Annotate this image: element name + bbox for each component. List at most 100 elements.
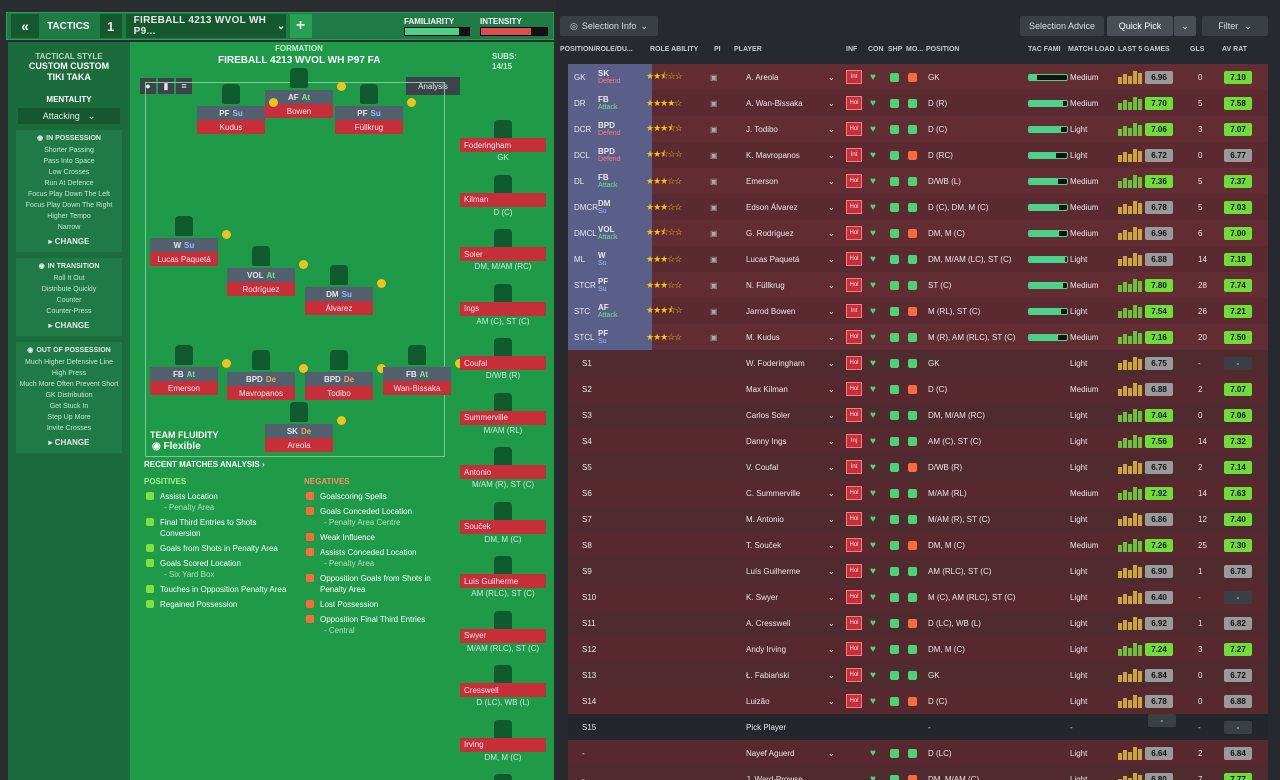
team-fluidity-value[interactable]: ◉ Flexible	[152, 441, 201, 452]
player-shirt-icon[interactable]	[175, 216, 193, 236]
mentality-dropdown[interactable]: Attacking ⌄	[18, 108, 120, 124]
player-name[interactable]: Emerson	[746, 176, 779, 186]
player-name[interactable]: T. Souček	[746, 540, 782, 550]
pi-icon[interactable]: ▣	[710, 150, 718, 160]
sub-card[interactable]: Antonio M/AM (R), ST (C)	[460, 465, 546, 489]
sub-card[interactable]: Cresswell D (LC), WB (L)	[460, 683, 546, 707]
player-name[interactable]: M. Kudus	[746, 332, 780, 342]
player-name[interactable]: V. Coufal	[746, 462, 779, 472]
formation-name[interactable]: FIREBALL 4213 WVOL WH P97 FA	[218, 55, 381, 66]
table-row[interactable]: DR FB Attack ★★★★☆ ▣ A. Wan-Bissaka ⌄ Hol ♥ D (R)…	[568, 90, 1268, 116]
player-shirt-icon[interactable]	[290, 402, 308, 422]
table-row[interactable]: S15 Pick Player - - - - -	[568, 714, 1268, 740]
table-row[interactable]: S13 Ł. Fabiański ⌄ Hol ♥ GK Light 6.84 0 6.72	[568, 662, 1268, 688]
table-row[interactable]: - Nayef Aguerd ⌄ ♥ D (LC) Light 6.64 2 6.84	[568, 740, 1268, 766]
table-row[interactable]: S8 T. Souček ⌄ Hol ♥ DM, M (C) Medium 7.26 25 7.3…	[568, 532, 1268, 558]
player-name[interactable]: J. Todibo	[746, 124, 778, 134]
tactical-style-line2[interactable]: TIKI TAKA	[47, 72, 91, 82]
position-cell[interactable]: DMCL VOL Attack	[568, 220, 652, 246]
table-row[interactable]: STCR PF Su ★★★☆☆ ▣ N. Füllkrug ⌄ Hol ♥ ST (C) Medi…	[568, 272, 1268, 298]
position-cell[interactable]: STC AF Attack	[568, 298, 652, 324]
recent-matches-title[interactable]: RECENT MATCHES ANALYSIS ›	[144, 460, 265, 469]
player-card[interactable]: FB At Emerson	[150, 367, 218, 395]
column-header[interactable]: POSITION/ROLE/DU...	[560, 46, 633, 53]
player-shirt-icon[interactable]	[252, 246, 270, 266]
pi-icon[interactable]: ▣	[710, 332, 718, 342]
player-name[interactable]: W. Foderingham	[746, 358, 805, 368]
player-card[interactable]: AF At Bowen	[265, 90, 333, 118]
player-name[interactable]: Luís Guilherme	[746, 566, 801, 576]
pi-icon[interactable]: ▣	[710, 124, 718, 134]
pi-icon[interactable]: ▣	[710, 228, 718, 238]
player-name[interactable]: K. Swyer	[746, 592, 779, 602]
player-name[interactable]: J. Ward-Prowse	[746, 774, 803, 780]
pi-icon[interactable]: ▣	[710, 176, 718, 186]
sub-card[interactable]: Summerville M/AM (RL)	[460, 410, 546, 435]
pi-icon[interactable]: ▣	[710, 202, 718, 212]
player-name[interactable]: A. Wan-Bissaka	[746, 98, 803, 108]
table-row[interactable]: ML W Su ★★★☆☆ ▣ Lucas Paquetá ⌄ Hol ♥ DM, M/AM (L…	[568, 246, 1268, 272]
column-header[interactable]: TAC FAMI	[1028, 46, 1061, 53]
table-row[interactable]: S5 V. Coufal ⌄ Int ♥ D/WB (R) Light 6.76 2 7.14	[568, 454, 1268, 480]
sub-card[interactable]: Luís Guilherme AM (RLC), ST (C)	[460, 574, 546, 598]
player-shirt-icon[interactable]	[360, 84, 378, 104]
player-name[interactable]: N. Füllkrug	[746, 280, 785, 290]
position-cell[interactable]: DMCR DM Su	[568, 194, 652, 220]
table-row[interactable]: S14 Luizão ⌄ Hol ♥ D (C) Light 6.78 0 6.88	[568, 688, 1268, 714]
sub-card[interactable]: Ings AM (C), ST (C)	[460, 301, 546, 326]
player-shirt-icon[interactable]	[330, 350, 348, 370]
player-card[interactable]: SK De Areola	[265, 424, 333, 452]
player-name[interactable]: Ł. Fabiański	[746, 670, 790, 680]
pi-icon[interactable]: ▣	[710, 98, 718, 108]
player-card[interactable]: PF Su Füllkrug	[335, 106, 403, 134]
tactical-style-line1[interactable]: CUSTOM CUSTOM	[28, 61, 110, 71]
player-name[interactable]: G. Rodríguez	[746, 228, 794, 238]
player-card[interactable]: PF Su Kudus	[197, 106, 265, 134]
table-row[interactable]: STC AF Attack ★★★⯪☆ ▣ Jarrod Bowen ⌄ Int ♥ M (RL)…	[568, 298, 1268, 324]
column-header[interactable]: GLS	[1190, 46, 1205, 53]
position-cell[interactable]: DCR BPD Defend	[568, 116, 652, 142]
player-name[interactable]: Luizão	[746, 696, 770, 706]
column-header[interactable]: CON	[868, 46, 884, 53]
quick-pick-menu[interactable]: ⌄	[1174, 16, 1196, 36]
player-shirt-icon[interactable]	[330, 265, 348, 285]
sub-card[interactable]: Irving DM, M (C)	[460, 737, 546, 762]
position-cell[interactable]: STCR PF Su	[568, 272, 652, 298]
player-card[interactable]: VOL At Rodríguez	[227, 268, 295, 296]
player-name[interactable]: M. Antonio	[746, 514, 784, 524]
player-name[interactable]: Nayef Aguerd	[746, 748, 795, 758]
player-shirt-icon[interactable]	[252, 350, 270, 370]
quick-pick-button[interactable]: Quick Pick	[1107, 16, 1173, 36]
position-cell[interactable]: DCL BPD Defend	[568, 142, 652, 168]
sub-card[interactable]: Foderingham GK	[460, 138, 546, 162]
player-shirt-icon[interactable]	[175, 345, 193, 365]
table-row[interactable]: S1 W. Foderingham ⌄ Hol ♥ GK Light 6.75 - -	[568, 350, 1268, 376]
position-cell[interactable]: ML W Su	[568, 246, 652, 272]
column-header[interactable]: PI	[714, 46, 721, 53]
player-card[interactable]: W Su Lucas Paquetá	[150, 238, 218, 266]
position-cell[interactable]: STCL PF Su	[568, 324, 652, 350]
player-shirt-icon[interactable]	[222, 84, 240, 104]
table-row[interactable]: DMCR DM Su ★★★☆☆ ▣ Edson Álvarez ⌄ Hol ♥ D (C), D…	[568, 194, 1268, 220]
table-row[interactable]: - J. Ward-Prowse ⌄ ♥ DM, M/AM (C) Light 6.80 7 7…	[568, 766, 1268, 780]
table-row[interactable]: DL FB Attack ★★★☆☆ ▣ Emerson ⌄ Hol ♥ D/WB (L) Medi…	[568, 168, 1268, 194]
player-name[interactable]: K. Mavropanos	[746, 150, 800, 160]
player-name[interactable]: Max Kilman	[746, 384, 788, 394]
sub-card[interactable]: Coufal D/WB (R)	[460, 356, 546, 380]
table-row[interactable]: DMCL VOL Attack ★★⯪☆☆ ▣ G. Rodríguez ⌄ Hol ♥ DM, …	[568, 220, 1268, 246]
position-cell[interactable]: DL FB Attack	[568, 168, 652, 194]
pi-icon[interactable]: ▣	[710, 72, 718, 82]
in-possession-change-button[interactable]: ▸ CHANGE	[48, 237, 90, 246]
table-row[interactable]: DCR BPD Defend ★★★⯪☆ ▣ J. Todibo ⌄ Hol ♥ D (C) Lig…	[568, 116, 1268, 142]
position-cell[interactable]: DR FB Attack	[568, 90, 652, 116]
selection-advice-button[interactable]: Selection Advice	[1020, 16, 1104, 36]
in-transition-change-button[interactable]: ▸ CHANGE	[48, 321, 90, 330]
position-cell[interactable]: GK SK Defend	[568, 64, 652, 90]
table-row[interactable]: S2 Max Kilman ⌄ Hol ♥ D (C) Medium 6.88 2 7.07	[568, 376, 1268, 402]
player-shirt-icon[interactable]	[290, 68, 308, 88]
sub-card[interactable]: Swyer M/AM (RLC), ST (C)	[460, 628, 546, 653]
table-row[interactable]: S12 Andy Irving ⌄ Hol ♥ DM, M (C) Light 7.24 3 7.…	[568, 636, 1268, 662]
column-header[interactable]: PLAYER	[734, 46, 762, 53]
table-row[interactable]: S11 A. Cresswell ⌄ Hol ♥ D (LC), WB (L) Light 6…	[568, 610, 1268, 636]
column-header[interactable]: MO...	[906, 46, 924, 53]
